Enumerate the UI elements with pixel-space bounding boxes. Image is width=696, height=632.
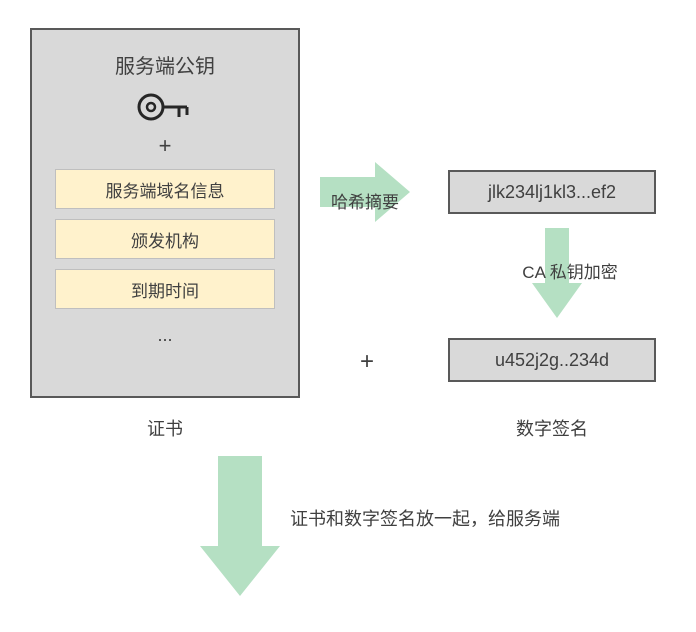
cert-label: 证书 [30,415,300,441]
cert-plus: + [159,133,172,159]
sig-box: u452j2g..234d [448,338,656,382]
hash-label: 哈希摘要 [320,188,410,213]
certificate-box: 服务端公钥 + 服务端域名信息 颁发机构 到期时间 ... [30,28,300,398]
combine-plus: + [360,348,374,376]
hash-box: jlk234lj1kl3...ef2 [448,170,656,214]
pubkey-title: 服务端公钥 [115,50,215,79]
sig-label: 数字签名 [448,415,656,441]
ca-label: CA 私钥加密 [470,258,670,283]
cert-dots: ... [157,325,172,346]
field-issuer: 颁发机构 [55,219,275,259]
field-expiry: 到期时间 [55,269,275,309]
combine-label: 证书和数字签名放一起，给服务端 [290,505,560,531]
arrow-combine [200,456,280,596]
key-icon [135,87,195,127]
field-domain: 服务端域名信息 [55,169,275,209]
